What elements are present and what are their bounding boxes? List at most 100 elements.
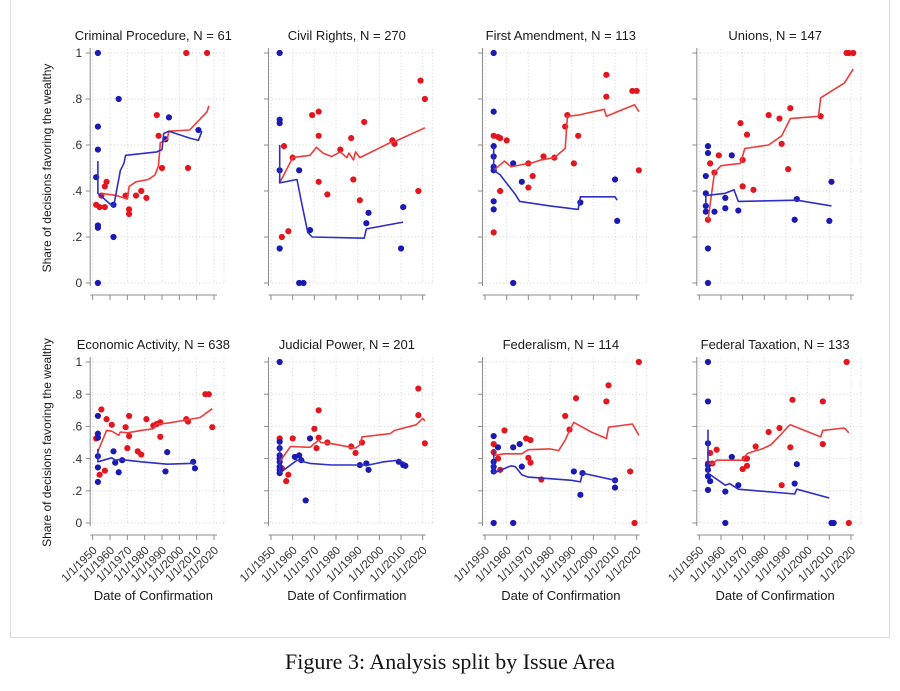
- blue-point: [490, 519, 497, 527]
- blue-point: [510, 160, 517, 167]
- red-point: [819, 441, 826, 448]
- blue-trend-line: [97, 448, 196, 466]
- red-point: [352, 449, 359, 457]
- gridlines: [268, 49, 435, 284]
- blue-point: [296, 452, 303, 459]
- red-point: [562, 412, 569, 420]
- blue-point: [276, 438, 283, 445]
- red-point: [627, 468, 634, 475]
- blue-point: [164, 449, 171, 456]
- red-point: [348, 135, 355, 142]
- red-points: [93, 391, 216, 478]
- red-trend-line: [707, 68, 854, 220]
- red-point: [503, 137, 510, 144]
- blue-point: [510, 279, 517, 287]
- red-point: [743, 462, 751, 469]
- blue-point: [728, 152, 735, 159]
- red-point: [285, 471, 292, 478]
- panel-title: Criminal Procedure, N = 61: [75, 28, 232, 43]
- red-trend-line: [101, 105, 210, 200]
- red-point: [278, 233, 285, 241]
- red-point: [280, 143, 288, 150]
- blue-point: [94, 412, 101, 420]
- panel-title: Economic Activity, N = 638: [77, 337, 230, 352]
- blue-point: [110, 233, 117, 241]
- blue-points: [490, 432, 619, 527]
- blue-point: [94, 123, 101, 130]
- red-point: [785, 166, 792, 173]
- x-axis-title: Date of Confirmation: [94, 588, 213, 603]
- blue-point: [704, 279, 712, 287]
- red-point: [143, 416, 150, 423]
- red-point: [138, 451, 145, 458]
- red-point: [101, 183, 108, 190]
- red-point: [490, 229, 497, 236]
- blue-point: [516, 441, 523, 448]
- blue-point: [363, 220, 370, 227]
- gridlines: [696, 358, 863, 524]
- y-tick-label: 1: [76, 46, 83, 60]
- x-axis: [482, 534, 640, 540]
- blue-point: [518, 178, 525, 185]
- panel-federal-taxation: 1/1/19501/1/19601/1/19701/1/19801/1/1990…: [666, 337, 863, 603]
- red-trend-line: [279, 417, 426, 463]
- red-point: [315, 407, 322, 414]
- red-point: [843, 358, 850, 366]
- blue-point: [94, 464, 101, 471]
- gridlines: [90, 358, 226, 524]
- red-point: [96, 204, 103, 211]
- red-point: [415, 412, 422, 419]
- blue-points: [704, 358, 837, 527]
- blue-point: [728, 453, 735, 461]
- red-point: [789, 396, 796, 403]
- blue-trend-line: [704, 189, 832, 207]
- blue-points: [276, 49, 407, 287]
- blue-point: [722, 205, 729, 212]
- blue-points: [93, 49, 202, 287]
- blue-point: [302, 497, 309, 504]
- red-point: [750, 186, 757, 193]
- blue-point: [112, 459, 119, 466]
- y-tick-label: 1: [76, 355, 83, 369]
- blue-point: [510, 519, 517, 527]
- red-point: [778, 482, 785, 489]
- y-axis: [85, 357, 91, 526]
- blue-point: [490, 432, 497, 440]
- y-axis-title: Share of decisions favoring the wealthy: [40, 338, 54, 547]
- blue-point: [704, 245, 712, 252]
- red-point: [603, 71, 610, 78]
- y-axis: [85, 48, 91, 286]
- x-axis: [482, 294, 640, 300]
- red-point: [324, 191, 331, 198]
- panel-title: Federal Taxation, N = 133: [701, 337, 850, 352]
- blue-point: [611, 176, 619, 183]
- red-point: [309, 112, 316, 119]
- y-tick-label: .2: [72, 230, 82, 244]
- red-point: [143, 194, 150, 201]
- red-point: [752, 443, 759, 450]
- blue-point: [791, 480, 798, 487]
- red-point: [315, 108, 322, 115]
- red-point: [765, 428, 772, 436]
- red-trend-line: [493, 104, 640, 171]
- blue-point: [94, 434, 101, 441]
- figure-caption: Figure 3: Analysis split by Issue Area: [285, 649, 615, 674]
- red-point: [778, 140, 785, 147]
- blue-point: [704, 398, 712, 405]
- x-axis: [268, 294, 426, 300]
- y-tick-label: .8: [72, 387, 82, 401]
- x-axis-title: Date of Confirmation: [501, 588, 620, 603]
- panel-federalism: 1/1/19501/1/19601/1/19701/1/19801/1/1990…: [452, 337, 649, 603]
- red-point: [635, 358, 642, 366]
- red-trend-line: [278, 127, 426, 184]
- red-points: [704, 49, 857, 223]
- red-point: [209, 424, 216, 431]
- red-point: [125, 412, 133, 420]
- red-point: [527, 459, 534, 466]
- y-tick-label: 0: [76, 516, 83, 530]
- red-point: [98, 406, 105, 413]
- red-point: [739, 465, 746, 473]
- red-point: [289, 435, 296, 442]
- red-point: [497, 135, 504, 142]
